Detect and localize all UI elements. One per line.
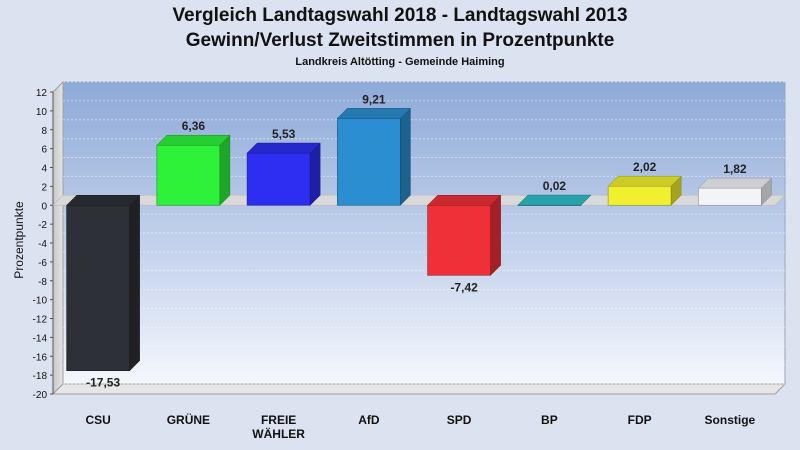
y-tick-label: 6 xyxy=(41,145,47,156)
y-tick-label: -14 xyxy=(33,333,48,344)
bar-front xyxy=(427,204,491,276)
bar-front xyxy=(337,118,401,206)
bar-top xyxy=(66,195,141,206)
category-label: GRÜNE xyxy=(167,412,210,427)
value-label: -7,42 xyxy=(450,280,478,294)
bar xyxy=(336,107,411,206)
bar xyxy=(246,142,321,206)
y-tick-label: -6 xyxy=(38,258,47,269)
bar xyxy=(66,194,141,372)
bar-side xyxy=(400,107,411,206)
y-tick-label: -12 xyxy=(33,315,48,326)
plot-floor xyxy=(51,383,787,395)
value-label: 6,36 xyxy=(182,119,206,133)
y-tick-label: 0 xyxy=(41,201,47,212)
value-label: 9,21 xyxy=(362,92,386,106)
y-tick-label: -16 xyxy=(33,352,48,363)
bar-top xyxy=(427,195,502,206)
category-label: BP xyxy=(541,413,558,427)
y-tick-label: -8 xyxy=(38,277,47,288)
bar-top xyxy=(246,142,321,154)
chart-subtitle: Landkreis Altötting - Gemeinde Haiming xyxy=(295,56,504,68)
value-label: 1,82 xyxy=(723,162,747,176)
bar-top xyxy=(607,175,682,187)
plot-frame xyxy=(51,80,787,396)
chart-title-line2: Gewinn/Verlust Zweitstimmen in Prozentpu… xyxy=(186,30,615,51)
y-tick-label: 10 xyxy=(36,107,48,118)
bar-side xyxy=(219,134,231,206)
y-tick-label: -20 xyxy=(33,390,48,401)
bar-top xyxy=(517,194,592,206)
y-tick-label: -18 xyxy=(33,371,48,382)
bar-side xyxy=(490,194,501,276)
y-tick-label: -4 xyxy=(38,239,47,250)
bar xyxy=(517,194,592,206)
bar-front xyxy=(698,187,762,206)
y-tick-label: 4 xyxy=(41,164,47,175)
bar xyxy=(697,177,772,206)
category-label: Sonstige xyxy=(705,413,756,427)
y-tick-label: 8 xyxy=(41,126,47,137)
bar-side xyxy=(129,194,140,372)
y-tick-label: -2 xyxy=(38,220,47,231)
chart-title-line1: Vergleich Landtagswahl 2018 - Landtagswa… xyxy=(172,5,627,26)
category-label: FDP xyxy=(628,413,652,427)
value-labels: -17,53 6,36 5,53 9,21 -7,42 0,02 2,02 1,82 xyxy=(86,92,747,389)
y-axis-label: Prozentpunkte xyxy=(12,201,26,279)
y-tick-label: -10 xyxy=(33,296,48,307)
y-tick-label: 12 xyxy=(36,88,48,99)
category-label: FREIE xyxy=(261,413,296,427)
bar-top xyxy=(697,177,772,189)
value-label: 0,02 xyxy=(543,179,567,193)
bar-front xyxy=(607,185,672,206)
bar xyxy=(607,175,682,206)
plot-back-wall xyxy=(62,81,786,385)
plot-left-wall xyxy=(52,80,64,396)
category-label: CSU xyxy=(85,413,110,427)
bar xyxy=(427,194,502,276)
bar-front xyxy=(66,204,130,371)
bar xyxy=(156,134,231,206)
bar-front xyxy=(246,152,311,206)
value-label: 2,02 xyxy=(633,160,657,174)
bar-top xyxy=(156,134,231,146)
category-label: AfD xyxy=(358,413,380,427)
value-label: 5,53 xyxy=(272,127,296,141)
bars xyxy=(66,107,772,372)
bar-side xyxy=(309,142,321,206)
y-axis-ticks: 12 10 8 6 4 2 0 -2 -4 -6 -8 -10 -12 -14 -16 -18 -20 xyxy=(33,88,53,401)
value-label: -17,53 xyxy=(86,376,120,390)
category-label: SPD xyxy=(447,413,472,427)
y-tick-label: 2 xyxy=(41,182,47,193)
bar-top xyxy=(336,108,411,119)
bar-front xyxy=(156,144,221,206)
category-label: WÄHLER xyxy=(252,426,305,441)
